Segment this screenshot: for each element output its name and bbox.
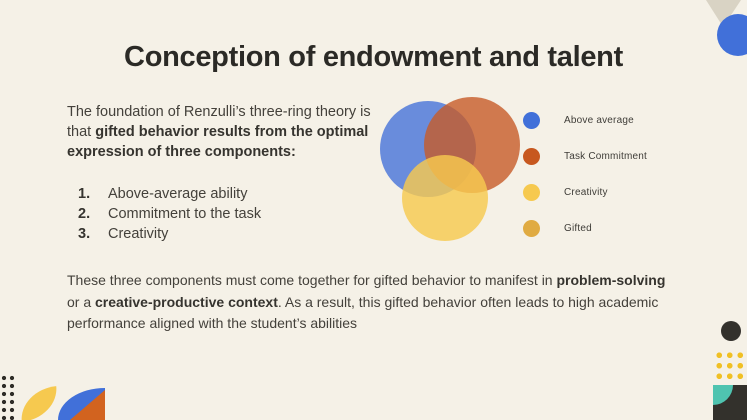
legend-item-above-average: Above average	[523, 102, 647, 138]
list-text: Above-average ability	[108, 186, 248, 202]
intro-paragraph: The foundation of Renzulli’s three-ring …	[67, 102, 377, 162]
conclusion-text: . As a result, this gifted behavior ofte…	[67, 293, 659, 332]
list-number: 1.	[78, 186, 91, 202]
conclusion-text: or a	[67, 293, 96, 310]
legend-label: Creativity	[564, 186, 608, 198]
intro-text-normal: The foundation of Renzulli’s three-ring …	[67, 104, 371, 140]
intro-text-bold: gifted behavior results from the optimal…	[67, 124, 369, 160]
conclusion-paragraph: These three components must come togethe…	[67, 270, 677, 335]
list-number: 3.	[78, 226, 91, 242]
conclusion-bold: creative-productive context	[95, 293, 278, 310]
legend-item-task-commitment: Task Commitment	[523, 138, 647, 174]
legend-dot-orange	[523, 147, 540, 165]
legend-item-gifted: Gifted	[523, 210, 647, 246]
yellow-petal-icon	[18, 386, 60, 420]
legend-item-creativity: Creativity	[523, 174, 647, 210]
legend-dot-yellow	[523, 183, 540, 201]
yellow-dot-grid-icon	[712, 348, 744, 379]
legend: Above average Task Commitment Creativity…	[523, 102, 647, 246]
venn-diagram	[378, 95, 524, 245]
dark-dot-grid-icon	[0, 374, 16, 420]
conclusion-bold: problem-solving	[556, 272, 666, 288]
slide-title: Conception of endowment and talent	[124, 41, 623, 73]
components-list: 1. Above-average ability 2. Commitment t…	[78, 184, 261, 244]
legend-label: Gifted	[564, 222, 592, 234]
list-text: Commitment to the task	[108, 206, 262, 222]
legend-label: Task Commitment	[564, 150, 648, 162]
legend-label: Above average	[564, 114, 634, 126]
list-item: 3. Creativity	[78, 224, 261, 244]
list-number: 2.	[78, 206, 91, 222]
venn-circle-creativity	[402, 155, 488, 241]
list-item: 2. Commitment to the task	[78, 204, 261, 224]
list-text: Creativity	[108, 226, 169, 242]
legend-dot-gold	[523, 219, 540, 237]
conclusion-text: These three components must come togethe…	[67, 272, 557, 288]
dark-circle-decoration-icon	[721, 321, 741, 341]
blue-circle-decoration-icon	[717, 14, 747, 56]
legend-dot-blue	[523, 111, 540, 129]
list-item: 1. Above-average ability	[78, 184, 261, 204]
